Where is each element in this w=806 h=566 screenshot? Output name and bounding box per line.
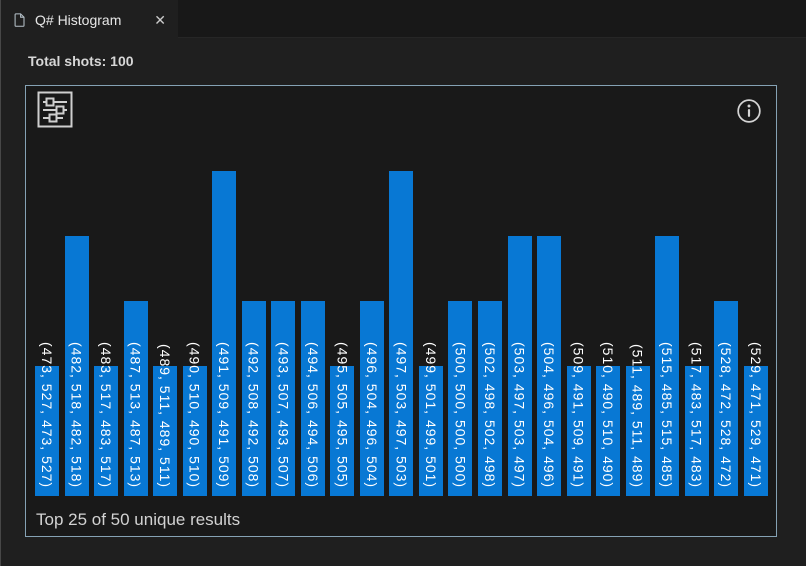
sliders-icon [37,91,73,128]
bar-slot: (529, 471, 529, 471) [743,86,768,496]
histogram-bar[interactable] [714,301,739,496]
bar-slot: (489, 511, 489, 511) [153,86,178,496]
bar-slot: (504, 496, 504, 496) [537,86,562,496]
histogram-bar[interactable] [684,366,709,496]
bar-slot: (511, 489, 511, 489) [625,86,650,496]
bar-slot: (493, 507, 493, 507) [271,86,296,496]
bar-slot: (515, 485, 515, 485) [655,86,680,496]
bar-slot: (497, 503, 497, 503) [389,86,414,496]
histogram-bar[interactable] [418,366,443,496]
histogram-bar[interactable] [182,366,207,496]
histogram-bar[interactable] [241,301,266,496]
histogram-bar[interactable] [389,171,414,496]
close-icon[interactable]: ✕ [154,11,166,28]
histogram-bar[interactable] [123,301,148,496]
bar-slot: (528, 472, 528, 472) [714,86,739,496]
histogram-bar[interactable] [537,236,562,496]
histogram-chart: (473, 527, 473, 527) (482, 518, 482, 518)… [35,86,768,496]
histogram-bar[interactable] [625,366,650,496]
histogram-bar[interactable] [359,301,384,496]
bar-slot: (499, 501, 499, 501) [418,86,443,496]
histogram-bar[interactable] [507,236,532,496]
bar-slot: (483, 517, 483, 517) [94,86,119,496]
histogram-panel: (473, 527, 473, 527) (482, 518, 482, 518)… [25,85,777,537]
bar-slot: (487, 513, 487, 513) [123,86,148,496]
bar-slot: (502, 498, 502, 498) [477,86,502,496]
bar-slot: (510, 490, 510, 490) [596,86,621,496]
tab-title: Q# Histogram [35,11,122,28]
bar-slot: (503, 497, 503, 497) [507,86,532,496]
bar-slot: (509, 491, 509, 491) [566,86,591,496]
histogram-bar[interactable] [743,366,768,496]
histogram-bar[interactable] [64,236,89,496]
bar-slot: (500, 500, 500, 500) [448,86,473,496]
bar-slot: (490, 510, 490, 510) [182,86,207,496]
histogram-bar[interactable] [477,301,502,496]
histogram-bar[interactable] [300,301,325,496]
filter-settings-button[interactable] [37,91,73,128]
tab-qsharp-histogram[interactable]: Q# Histogram ✕ [1,0,178,39]
bar-slot: (494, 506, 494, 506) [300,86,325,496]
histogram-bar[interactable] [153,366,178,496]
bar-slot: (482, 518, 482, 518) [64,86,89,496]
bar-slot: (491, 509, 491, 509) [212,86,237,496]
histogram-bar[interactable] [655,236,680,496]
histogram-bar[interactable] [94,366,119,496]
bar-slot: (473, 527, 473, 527) [35,86,59,496]
histogram-bar[interactable] [271,301,296,496]
histogram-bar[interactable] [35,366,59,496]
histogram-bar[interactable] [596,366,621,496]
histogram-bar[interactable] [566,366,591,496]
histogram-bar[interactable] [212,171,237,496]
histogram-bar[interactable] [448,301,473,496]
bar-slot: (496, 504, 496, 504) [359,86,384,496]
bar-slot: (492, 508, 492, 508) [241,86,266,496]
editor-tab-bar: Q# Histogram ✕ [1,0,806,39]
total-shots-label: Total shots: 100 [28,53,134,69]
chart-caption: Top 25 of 50 unique results [36,510,241,529]
info-icon [737,99,761,123]
bar-slot: (517, 483, 517, 483) [684,86,709,496]
file-icon [14,12,25,27]
info-button[interactable] [736,98,762,124]
bar-slot: (495, 505, 495, 505) [330,86,355,496]
histogram-bar[interactable] [330,366,355,496]
